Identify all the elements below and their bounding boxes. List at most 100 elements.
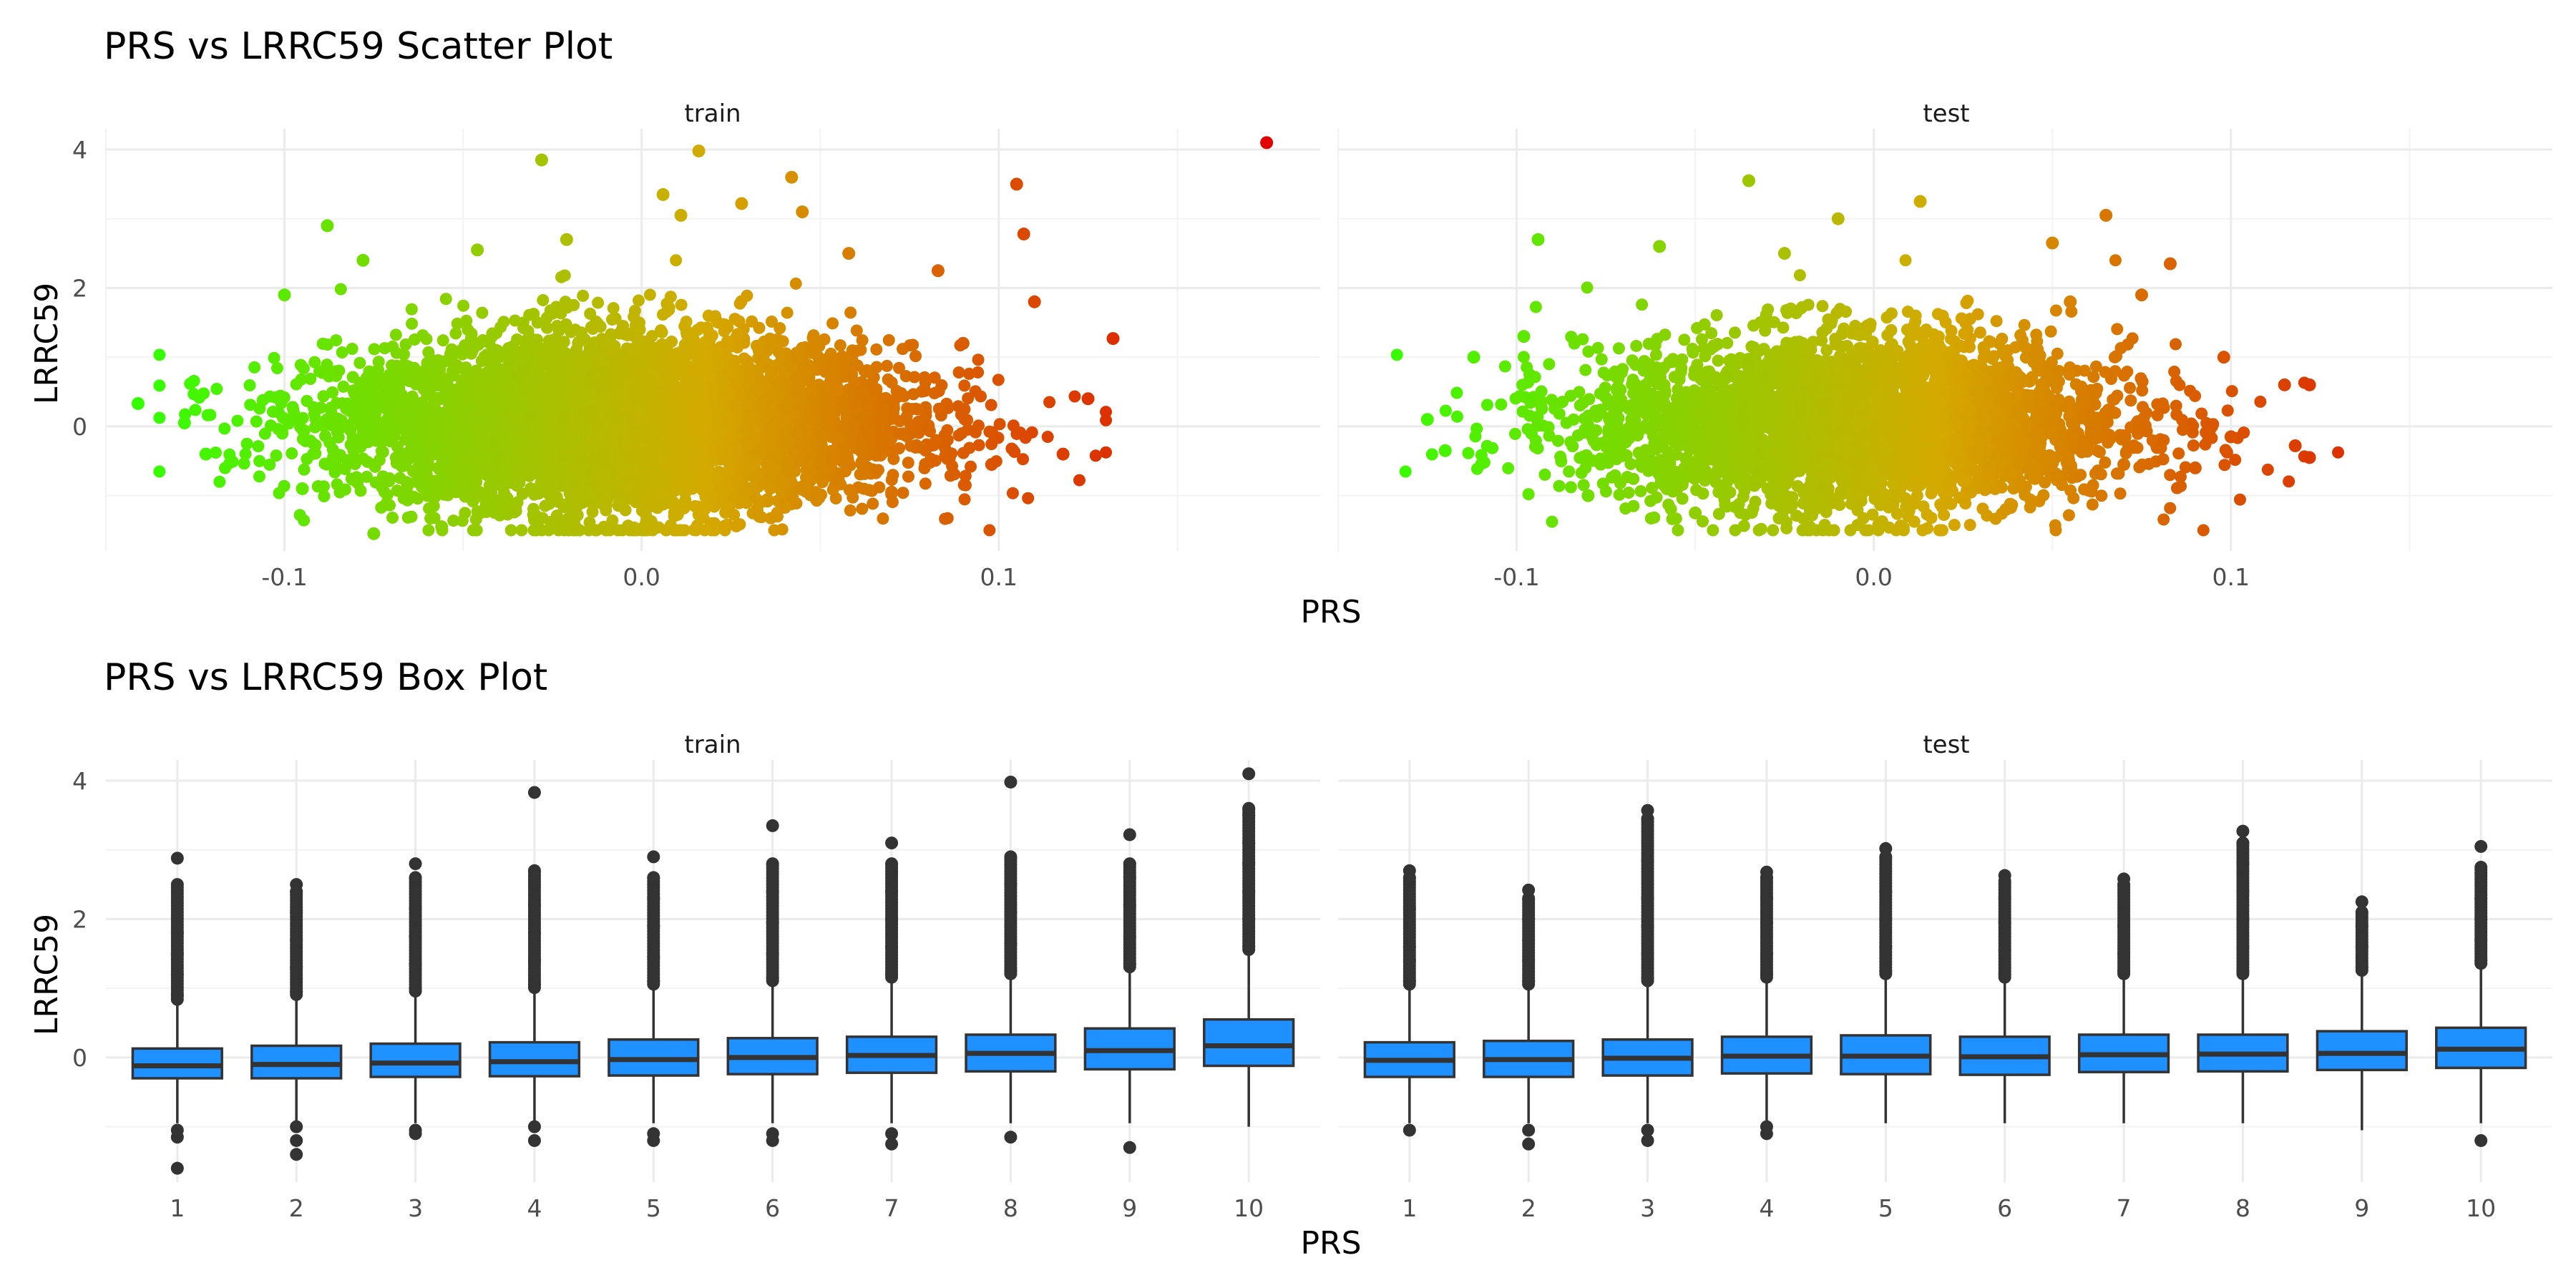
scatter-point bbox=[751, 468, 764, 481]
scatter-title: PRS vs LRRC59 Scatter Plot bbox=[104, 25, 613, 68]
scatter-point bbox=[1068, 390, 1081, 403]
scatter-point bbox=[1043, 396, 1056, 409]
scatter-point bbox=[331, 426, 343, 439]
scatter-point bbox=[1006, 487, 1019, 499]
scatter-point bbox=[479, 406, 492, 419]
scatter-point bbox=[447, 346, 459, 359]
scatter-point bbox=[874, 412, 887, 425]
scatter-point bbox=[691, 441, 703, 454]
scatter-point bbox=[628, 304, 641, 317]
scatter-point bbox=[650, 427, 663, 440]
scatter-point bbox=[406, 317, 419, 330]
scatter-point bbox=[735, 295, 748, 308]
scatter-point bbox=[253, 470, 265, 483]
scatter-point bbox=[781, 434, 794, 447]
scatter-point bbox=[567, 383, 580, 396]
scatter-point bbox=[476, 306, 489, 319]
scatter-point bbox=[189, 404, 202, 416]
scatter-point bbox=[919, 421, 932, 434]
scatter-point bbox=[278, 479, 291, 492]
scatter-point bbox=[519, 349, 532, 362]
scatter-point bbox=[474, 424, 487, 436]
scatter-point bbox=[734, 389, 747, 401]
scatter-point bbox=[422, 366, 435, 379]
scatter-point bbox=[386, 340, 399, 353]
scatter-point bbox=[439, 293, 452, 306]
scatter-point bbox=[301, 394, 313, 407]
scatter-point bbox=[893, 361, 906, 374]
scatter-point bbox=[738, 486, 751, 499]
scatter-point bbox=[603, 409, 616, 421]
scatter-point bbox=[338, 483, 351, 496]
scatter-point bbox=[350, 471, 363, 484]
scatter-point bbox=[607, 302, 620, 315]
scatter-point bbox=[515, 524, 528, 537]
scatter-point bbox=[671, 508, 684, 521]
scatter-point bbox=[919, 477, 932, 490]
scatter-point bbox=[572, 337, 585, 350]
scatter-point bbox=[850, 324, 863, 337]
scatter-point bbox=[363, 365, 376, 378]
scatter-point bbox=[478, 393, 491, 406]
scatter-point bbox=[509, 314, 522, 327]
scatter-point bbox=[239, 448, 252, 461]
scatter-point bbox=[383, 499, 396, 512]
scatter-point bbox=[850, 345, 863, 358]
scatter-point bbox=[695, 321, 708, 334]
scatter-point bbox=[881, 359, 894, 372]
scatter-point bbox=[1019, 431, 1032, 444]
scatter-point bbox=[635, 373, 648, 386]
scatter-point bbox=[383, 474, 396, 487]
scatter-point bbox=[855, 455, 868, 468]
scatter-point bbox=[945, 447, 958, 460]
scatter-point bbox=[477, 379, 490, 392]
scatter-point bbox=[808, 391, 821, 404]
scatter-point bbox=[753, 321, 766, 334]
scatter-point bbox=[944, 469, 957, 482]
scatter-point bbox=[288, 406, 301, 419]
scatter-point bbox=[764, 437, 777, 450]
scatter-point bbox=[253, 454, 266, 467]
scatter-point bbox=[270, 449, 283, 462]
scatter-point bbox=[813, 340, 826, 353]
scatter-point bbox=[861, 364, 874, 376]
scatter-point bbox=[941, 512, 954, 525]
scatter-point bbox=[983, 524, 996, 537]
scatter-point bbox=[751, 339, 763, 352]
scatter-point bbox=[316, 337, 329, 350]
scatter-point bbox=[252, 440, 265, 453]
scatter-point bbox=[728, 508, 741, 521]
scatter-point bbox=[768, 524, 781, 537]
scatter-point bbox=[422, 346, 435, 358]
scatter-point bbox=[497, 316, 510, 328]
scatter-point bbox=[757, 352, 770, 365]
scatter-point bbox=[565, 454, 577, 467]
scatter-point bbox=[722, 409, 735, 422]
scatter-point bbox=[428, 491, 441, 504]
scatter-point bbox=[308, 356, 321, 369]
scatter-point bbox=[441, 489, 454, 502]
scatter-point bbox=[790, 352, 803, 365]
scatter-point bbox=[969, 385, 982, 398]
scatter-point bbox=[645, 330, 658, 343]
scatter-point bbox=[395, 416, 408, 429]
scatter-point bbox=[438, 411, 451, 424]
scatter-point bbox=[775, 347, 788, 360]
scatter-point bbox=[897, 427, 909, 440]
scatter-point bbox=[386, 511, 399, 524]
scatter-point bbox=[505, 454, 518, 467]
scatter-point bbox=[857, 482, 870, 495]
scatter-point bbox=[1022, 492, 1035, 504]
scatter-point bbox=[405, 303, 418, 316]
scatter-point bbox=[907, 388, 919, 401]
scatter-point bbox=[540, 311, 553, 324]
scatter-point bbox=[761, 493, 774, 506]
scatter-point bbox=[730, 520, 743, 533]
scatter-point bbox=[431, 462, 444, 474]
scatter-point bbox=[231, 414, 244, 427]
scatter-point bbox=[605, 328, 618, 341]
scatter-point bbox=[270, 361, 283, 374]
scatter-point bbox=[718, 524, 731, 537]
scatter-point bbox=[309, 447, 322, 460]
scatter-point bbox=[882, 333, 895, 346]
